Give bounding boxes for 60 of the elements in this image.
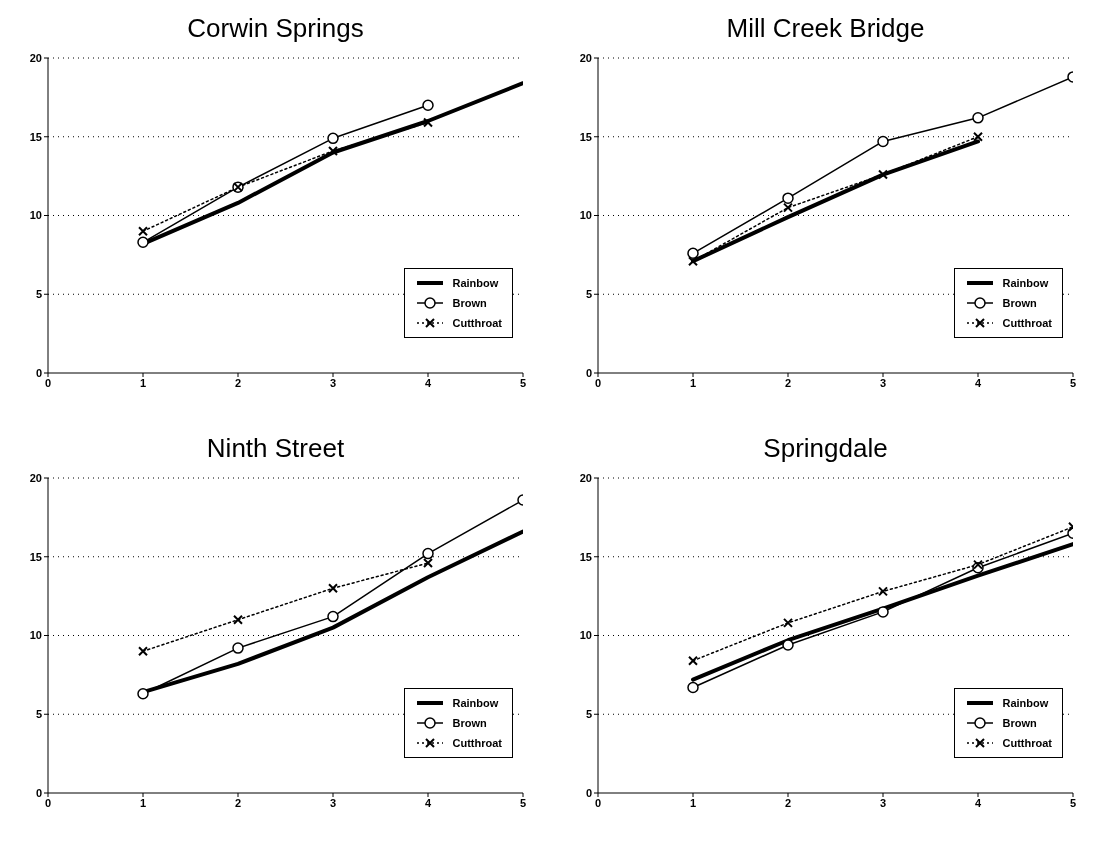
chart-title: Mill Creek Bridge — [725, 12, 926, 45]
y-tick-label: 10 — [29, 209, 42, 222]
x-tick-label: 5 — [519, 376, 527, 389]
chart-title: Springdale — [762, 432, 889, 465]
legend-label: Brown — [1002, 717, 1037, 729]
x-tick-label: 1 — [139, 376, 147, 389]
legend-label: Brown — [452, 297, 487, 309]
y-tick-label: 5 — [585, 288, 592, 301]
y-tick-label: 20 — [579, 51, 592, 64]
x-tick-label: 2 — [234, 376, 242, 389]
x-tick-label: 0 — [594, 376, 602, 389]
chart-title: Ninth Street — [205, 432, 346, 465]
x-tick-label: 4 — [974, 796, 982, 809]
x-tick-label: 2 — [784, 376, 792, 389]
y-tick-label: 10 — [579, 629, 592, 642]
x-tick-label: 0 — [44, 796, 52, 809]
y-tick-label: 15 — [579, 550, 592, 563]
y-tick-label: 10 — [579, 209, 592, 222]
y-tick-label: 5 — [35, 708, 42, 721]
y-tick-label: 0 — [35, 786, 42, 799]
y-tick-label: 15 — [29, 130, 42, 143]
y-tick-label: 20 — [579, 471, 592, 484]
y-tick-label: 0 — [35, 366, 42, 379]
x-tick-label: 1 — [689, 376, 697, 389]
x-tick-label: 4 — [974, 376, 982, 389]
x-tick-label: 3 — [329, 376, 337, 389]
x-tick-label: 4 — [424, 796, 432, 809]
y-tick-label: 15 — [29, 550, 42, 563]
x-tick-label: 0 — [594, 796, 602, 809]
x-tick-label: 3 — [879, 796, 887, 809]
x-tick-label: 3 — [879, 376, 887, 389]
legend-label: Rainbow — [1002, 277, 1049, 289]
y-tick-label: 5 — [35, 288, 42, 301]
legend-label: Cutthroat — [452, 317, 502, 329]
x-tick-label: 5 — [1069, 376, 1077, 389]
legend-label: Brown — [1002, 297, 1037, 309]
x-tick-label: 2 — [784, 796, 792, 809]
x-tick-label: 3 — [329, 796, 337, 809]
legend-label: Rainbow — [1002, 697, 1049, 709]
legend-label: Rainbow — [452, 277, 499, 289]
legend-label: Cutthroat — [1002, 317, 1052, 329]
legend-label: Rainbow — [452, 697, 499, 709]
x-tick-label: 1 — [139, 796, 147, 809]
legend-label: Cutthroat — [1002, 737, 1052, 749]
y-tick-label: 0 — [585, 786, 592, 799]
chart-title: Corwin Springs — [186, 12, 365, 45]
x-tick-label: 2 — [234, 796, 242, 809]
x-tick-label: 0 — [44, 376, 52, 389]
y-tick-label: 0 — [585, 366, 592, 379]
legend-label: Cutthroat — [452, 737, 502, 749]
x-tick-label: 4 — [424, 376, 432, 389]
y-tick-label: 10 — [29, 629, 42, 642]
x-tick-label: 1 — [689, 796, 697, 809]
y-tick-label: 20 — [29, 51, 42, 64]
x-tick-label: 5 — [1069, 796, 1077, 809]
y-tick-label: 15 — [579, 130, 592, 143]
legend-label: Brown — [452, 717, 487, 729]
y-tick-label: 5 — [585, 708, 592, 721]
y-tick-label: 20 — [29, 471, 42, 484]
x-tick-label: 5 — [519, 796, 527, 809]
